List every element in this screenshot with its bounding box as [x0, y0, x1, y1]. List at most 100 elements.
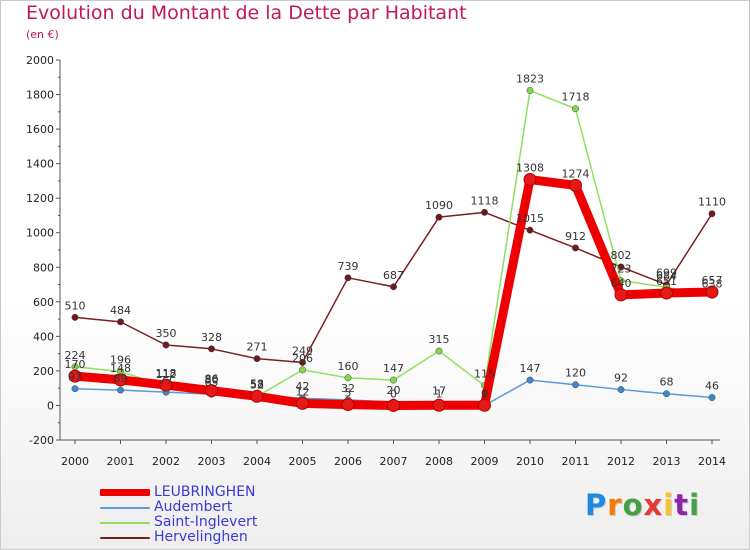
data-label: 802: [611, 249, 632, 262]
data-point: [572, 381, 579, 389]
data-label: 1: [481, 387, 488, 400]
data-label: 42: [296, 380, 310, 393]
data-label: 1090: [425, 199, 453, 212]
x-tick-label: 2009: [471, 455, 499, 468]
data-label: 115: [474, 368, 495, 381]
data-label: 739: [338, 260, 359, 273]
data-point: [390, 376, 397, 384]
y-tick-label: 200: [33, 365, 54, 378]
data-point: [299, 358, 306, 366]
data-label: 912: [565, 230, 586, 243]
chart-title: Evolution du Montant de la Dette par Hab…: [26, 2, 467, 24]
x-tick-label: 2008: [425, 455, 453, 468]
data-label: 5: [345, 387, 352, 400]
data-point: [617, 386, 625, 394]
data-label: 148: [110, 362, 131, 375]
data-label: 0: [390, 387, 397, 400]
x-tick-label: 2003: [198, 455, 226, 468]
data-label: 58: [250, 377, 264, 390]
legend-item-saint-inglevert: Saint-Inglevert: [100, 515, 360, 530]
x-tick-label: 2002: [152, 455, 180, 468]
data-point: [162, 341, 170, 349]
data-label: 92: [614, 372, 628, 385]
x-tick-label: 2001: [107, 455, 135, 468]
legend-label: Audembert: [154, 499, 233, 515]
data-label: 68: [660, 376, 674, 389]
data-label: 17: [432, 385, 446, 398]
y-tick-label: 2000: [26, 54, 54, 67]
data-point: [71, 313, 79, 321]
y-tick-label: 600: [33, 296, 54, 309]
data-point: [478, 398, 491, 412]
data-point: [117, 386, 124, 394]
data-point: [663, 390, 670, 398]
x-tick-label: 2012: [607, 455, 635, 468]
legend-item-leubringhen: LEUBRINGHEN: [100, 485, 360, 500]
data-point: [208, 345, 215, 353]
data-label: 1718: [562, 91, 590, 104]
data-label: 328: [201, 331, 222, 344]
legend-label: Saint-Inglevert: [154, 514, 258, 530]
legend-label: Hervelinghen: [154, 529, 248, 545]
x-tick-label: 2014: [698, 455, 726, 468]
data-point: [341, 398, 355, 412]
y-tick-label: 0: [47, 399, 54, 412]
data-label: 206: [292, 352, 313, 365]
data-point: [250, 389, 264, 403]
data-label: 510: [65, 299, 86, 312]
data-label: 271: [247, 341, 268, 354]
series-line-saint-inglevert: [74, 89, 713, 398]
y-tick-label: 1800: [26, 89, 54, 102]
legend-label: LEUBRINGHEN: [154, 484, 256, 500]
data-label: 20: [387, 384, 401, 397]
data-label: 147: [383, 362, 404, 375]
data-label: 77: [159, 374, 173, 387]
data-point: [390, 283, 397, 291]
data-label: 1823: [516, 73, 544, 86]
data-label: 53: [250, 378, 264, 391]
data-point: [526, 376, 534, 384]
y-tick-label: 1000: [26, 227, 54, 240]
data-label: 1308: [516, 162, 544, 175]
data-point: [344, 274, 352, 282]
data-label: 65: [205, 376, 219, 389]
data-point: [114, 373, 127, 387]
data-point: [708, 394, 716, 401]
data-point: [572, 105, 579, 113]
data-label: 249: [292, 344, 313, 357]
legend: LEUBRINGHEN Audembert Saint-Inglevert He…: [100, 485, 360, 545]
x-tick-label: 2006: [334, 455, 362, 468]
data-point: [299, 366, 306, 374]
data-label: 89: [114, 372, 128, 385]
data-label: 147: [520, 362, 541, 375]
data-label: 640: [611, 277, 632, 290]
data-label: 1015: [516, 212, 544, 225]
data-label: 12: [296, 385, 310, 398]
data-point: [253, 355, 261, 363]
data-point: [705, 285, 719, 299]
data-label: 120: [565, 367, 586, 380]
data-label: 687: [383, 269, 404, 282]
data-label: 657: [702, 274, 723, 287]
data-point: [523, 173, 537, 187]
data-label: 723: [611, 263, 632, 276]
x-tick-label: 2000: [61, 455, 89, 468]
data-label: 699: [656, 267, 677, 280]
data-label: 484: [110, 304, 131, 317]
x-tick-label: 2010: [516, 455, 544, 468]
legend-swatch: [100, 507, 150, 509]
y-tick-label: 1600: [26, 123, 54, 136]
proxiti-logo: Proxiti: [585, 488, 701, 522]
x-tick-label: 2007: [380, 455, 408, 468]
data-point: [708, 210, 716, 218]
data-label: 350: [156, 327, 177, 340]
data-point: [481, 208, 488, 216]
data-point: [435, 213, 443, 221]
y-tick-label: -200: [29, 434, 54, 447]
data-point: [435, 347, 443, 355]
legend-swatch: [100, 537, 150, 539]
data-point: [526, 226, 534, 234]
data-point: [159, 378, 173, 392]
